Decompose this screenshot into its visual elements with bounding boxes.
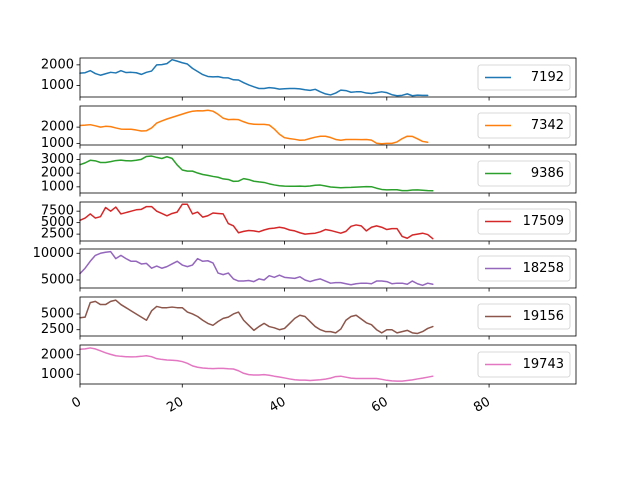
y-tick-label: 5000 [41,215,74,230]
axes-frame [79,248,577,289]
legend-box [477,255,571,282]
x-tick-label: 80 [471,394,493,415]
axes-frame [79,344,577,385]
y-tick-label: 2500 [41,322,74,337]
x-tick-label: 20 [164,394,186,415]
y-tick-label: 2500 [41,227,74,242]
legend-label: 17509 [523,214,564,229]
y-tick-label: 3000 [41,152,74,167]
legend-label: 7342 [531,118,564,133]
y-tick-label: 2000 [41,166,74,181]
legend: 7192 [477,64,571,91]
panel-1: 1000 2000 7192 [41,57,577,101]
panel-7: 1000 2000 19743 [41,344,577,388]
legend-label: 7192 [531,70,564,85]
y-tick-label: 5000 [41,272,74,287]
legend-box [477,208,571,235]
y-tick-label: 1000 [41,179,74,194]
legend-box [477,303,571,330]
series-line-19156 [79,299,434,335]
axes-frame [79,201,577,242]
legend: 19156 [477,303,571,330]
y-tick-label: 2000 [41,347,74,362]
x-tick-label: 0 [69,394,84,411]
legend-box [477,160,571,187]
series-line-19743 [79,347,434,382]
y-tick-label: 1000 [41,78,74,93]
panel-5: 5000 10000 18258 [33,246,577,292]
legend: 9386 [477,160,571,187]
axes-frame [79,105,577,146]
series-line-7342 [79,109,429,145]
legend-label: 18258 [523,261,564,276]
axes-frame [79,296,577,337]
y-tick-label: 2000 [41,57,74,72]
legend-label: 19156 [523,309,564,324]
legend-label: 9386 [531,166,564,181]
series-line-18258 [79,250,434,287]
x-tick-label: 40 [267,394,289,415]
series-line-17509 [79,203,434,240]
y-tick-label: 10000 [33,246,74,261]
y-tick-label: 7500 [41,204,74,219]
legend-box [477,351,571,378]
y-tick-label: 2000 [41,120,74,135]
y-tick-label: 1000 [41,136,74,151]
legend: 19743 [477,351,571,378]
series-line-7192 [79,58,429,97]
y-tick-label: 5000 [41,306,74,321]
legend: 18258 [477,255,571,282]
axes-frame [79,57,577,98]
y-tick-label: 1000 [41,367,74,382]
legend: 17509 [477,208,571,235]
legend: 7342 [477,112,571,139]
x-tick-label: 60 [369,394,391,415]
legend-box [477,64,571,91]
series-line-9386 [79,155,434,192]
legend-label: 19743 [523,357,564,372]
legend-box [477,112,571,139]
